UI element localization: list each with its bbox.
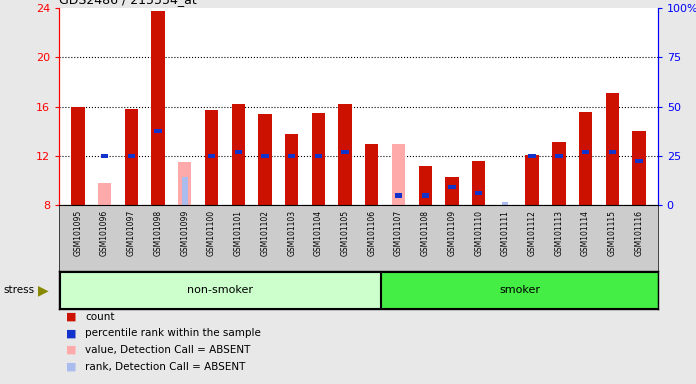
Bar xyxy=(528,154,536,158)
Bar xyxy=(448,185,456,189)
Bar xyxy=(422,194,429,198)
Text: ■: ■ xyxy=(66,328,77,338)
Text: GSM101102: GSM101102 xyxy=(260,210,269,256)
Text: GSM101105: GSM101105 xyxy=(340,210,349,256)
Text: ■: ■ xyxy=(66,345,77,355)
Text: stress: stress xyxy=(3,285,35,295)
Bar xyxy=(155,129,161,134)
Bar xyxy=(472,161,485,205)
Text: GDS2486 / 215554_at: GDS2486 / 215554_at xyxy=(59,0,197,7)
Bar xyxy=(312,113,325,205)
Bar xyxy=(392,144,405,205)
Bar xyxy=(205,110,218,205)
Bar xyxy=(71,107,84,205)
Bar xyxy=(178,162,191,205)
Bar xyxy=(98,183,111,205)
Text: GSM101095: GSM101095 xyxy=(73,210,82,256)
Text: GSM101104: GSM101104 xyxy=(314,210,323,256)
Bar xyxy=(445,177,459,205)
Bar xyxy=(633,131,646,205)
Text: GSM101098: GSM101098 xyxy=(154,210,163,256)
Text: GSM101116: GSM101116 xyxy=(635,210,644,256)
Bar xyxy=(606,93,619,205)
Bar xyxy=(579,111,592,205)
Bar xyxy=(338,104,351,205)
Text: ▶: ▶ xyxy=(38,283,49,297)
Text: GSM101109: GSM101109 xyxy=(448,210,457,256)
Bar xyxy=(315,154,322,158)
Text: GSM101101: GSM101101 xyxy=(234,210,243,256)
Text: GSM101107: GSM101107 xyxy=(394,210,403,256)
Bar xyxy=(365,144,379,205)
Bar xyxy=(285,134,299,205)
Text: GSM101114: GSM101114 xyxy=(581,210,590,256)
Bar xyxy=(235,150,242,154)
Bar xyxy=(552,142,566,205)
Text: GSM101108: GSM101108 xyxy=(421,210,429,256)
Bar xyxy=(381,272,658,308)
Bar xyxy=(208,154,215,158)
Bar xyxy=(258,114,271,205)
Text: ■: ■ xyxy=(66,362,77,372)
Bar xyxy=(232,104,245,205)
Bar xyxy=(261,154,269,158)
Text: GSM101113: GSM101113 xyxy=(554,210,563,256)
Bar xyxy=(525,155,539,205)
Text: value, Detection Call = ABSENT: value, Detection Call = ABSENT xyxy=(85,345,251,355)
Bar xyxy=(418,166,432,205)
Bar xyxy=(127,154,135,158)
Text: rank, Detection Call = ABSENT: rank, Detection Call = ABSENT xyxy=(85,362,245,372)
Bar xyxy=(555,154,562,158)
Text: GSM101106: GSM101106 xyxy=(367,210,377,256)
Bar xyxy=(395,194,402,198)
Bar xyxy=(101,154,109,158)
Bar xyxy=(182,177,188,205)
Bar xyxy=(582,150,590,154)
Text: GSM101097: GSM101097 xyxy=(127,210,136,256)
Bar xyxy=(503,202,508,205)
Text: smoker: smoker xyxy=(499,285,540,295)
Bar xyxy=(151,12,165,205)
Text: percentile rank within the sample: percentile rank within the sample xyxy=(85,328,261,338)
Bar xyxy=(125,109,138,205)
Text: GSM101096: GSM101096 xyxy=(100,210,109,256)
Text: GSM101112: GSM101112 xyxy=(528,210,537,256)
Bar xyxy=(288,154,295,158)
Text: non-smoker: non-smoker xyxy=(187,285,253,295)
Text: ■: ■ xyxy=(66,312,77,322)
Text: GSM101103: GSM101103 xyxy=(287,210,296,256)
Bar xyxy=(475,191,482,195)
Bar xyxy=(608,150,616,154)
Text: GSM101110: GSM101110 xyxy=(474,210,483,256)
Bar xyxy=(60,272,380,308)
Text: GSM101111: GSM101111 xyxy=(501,210,510,256)
Text: GSM101100: GSM101100 xyxy=(207,210,216,256)
Text: GSM101115: GSM101115 xyxy=(608,210,617,256)
Text: GSM101099: GSM101099 xyxy=(180,210,189,256)
Text: count: count xyxy=(85,312,114,322)
Bar xyxy=(635,159,642,163)
Bar xyxy=(342,150,349,154)
